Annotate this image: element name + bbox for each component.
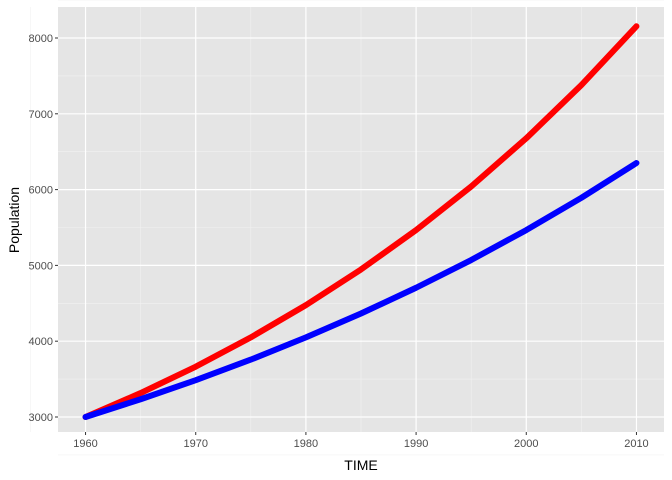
- y-tick-label: 5000: [29, 260, 53, 272]
- y-axis: 3000 4000 5000 6000 7000 8000: [29, 33, 58, 424]
- x-axis-label: TIME: [344, 457, 377, 473]
- major-gridlines: [58, 7, 664, 432]
- y-tick-label: 6000: [29, 185, 53, 197]
- y-tick-label: 4000: [29, 336, 53, 348]
- series-lines: [82, 23, 640, 420]
- x-tick-label: 1970: [183, 438, 207, 450]
- x-tick-label: 1980: [294, 438, 318, 450]
- series-line-blue: [82, 159, 640, 420]
- minor-gridlines: [30, 0, 664, 456]
- y-tick-label: 7000: [29, 109, 53, 121]
- x-tick-label: 2010: [624, 438, 648, 450]
- y-tick-label: 3000: [29, 412, 53, 424]
- series-line-red: [82, 23, 640, 420]
- x-axis: 1960 1970 1980 1990 2000 2010: [73, 432, 649, 450]
- y-tick-label: 8000: [29, 33, 53, 45]
- x-tick-label: 2000: [514, 438, 538, 450]
- y-axis-label: Population: [6, 187, 22, 253]
- x-tick-label: 1960: [73, 438, 97, 450]
- x-tick-label: 1990: [404, 438, 428, 450]
